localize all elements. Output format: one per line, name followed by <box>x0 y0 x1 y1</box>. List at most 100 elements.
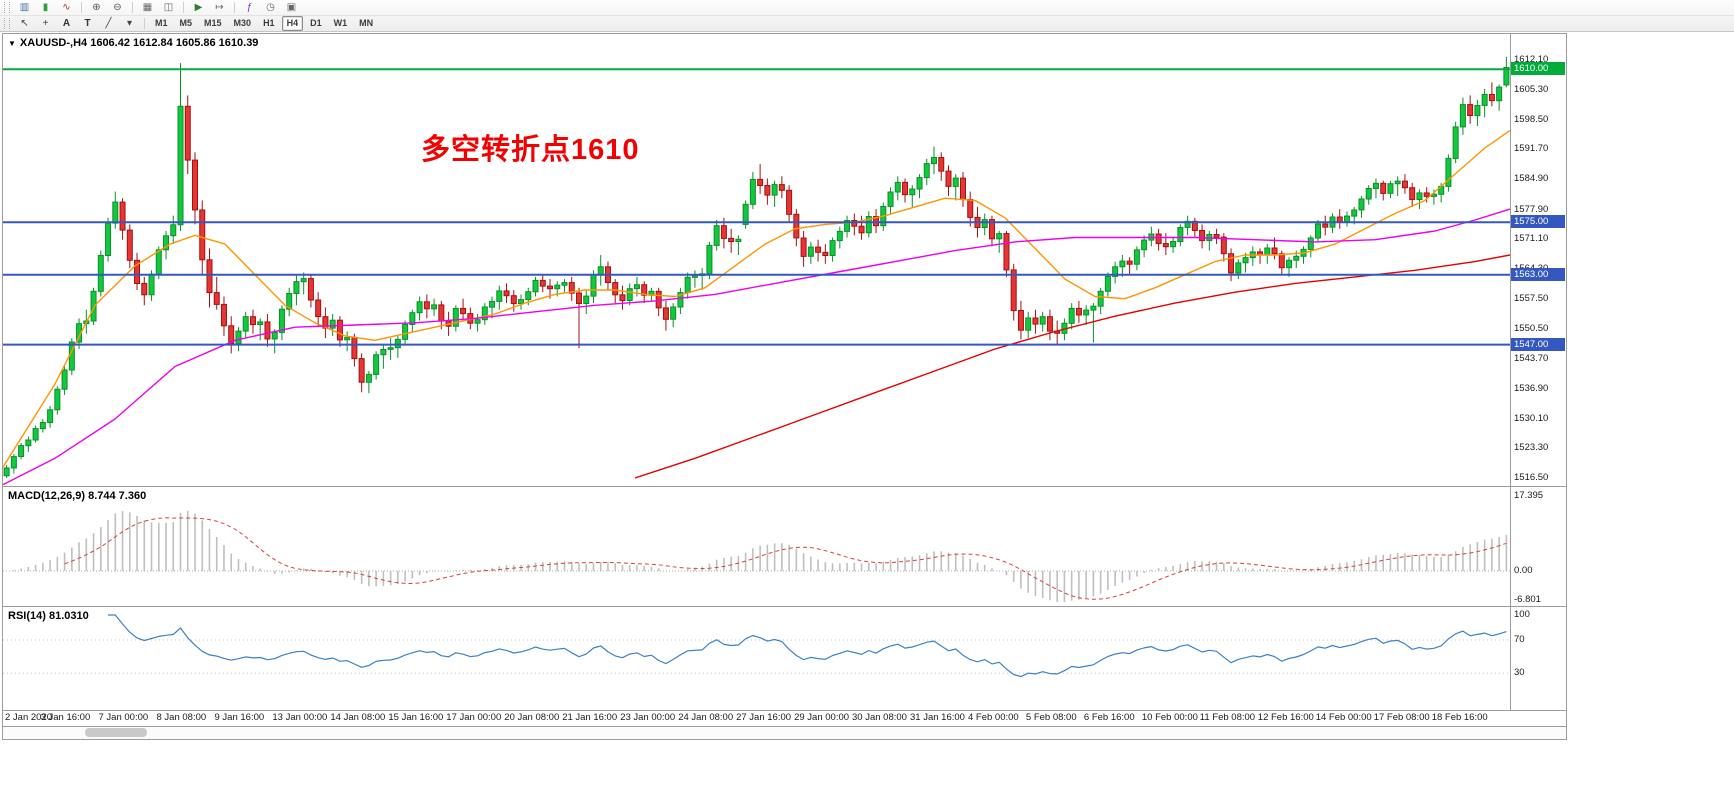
time-axis-label: 9 Jan 16:00 <box>214 712 265 723</box>
price-axis[interactable]: 1612.10 1605.30 1598.50 1591.70 1584.90 1577.… <box>1510 34 1566 486</box>
price-axis-label: 1571.10 <box>1514 233 1549 245</box>
time-axis-label: 30 Jan 08:00 <box>852 712 907 723</box>
price-panel: ▼ XAUUSD-,H4 1606.42 1612.84 1605.86 1610… <box>3 34 1566 487</box>
price-axis-label: 1550.50 <box>1514 323 1549 335</box>
toolbar-separator <box>144 18 145 29</box>
timeframe-button-m1[interactable]: M1 <box>155 18 168 28</box>
timeframe-button-m5[interactable]: M5 <box>179 18 193 28</box>
rsi-axis[interactable]: 100 70 30 <box>1510 607 1566 710</box>
macd-axis-label: -6.801 <box>1514 594 1541 606</box>
macd-label: MACD(12,26,9) 8.744 7.360 <box>8 490 147 502</box>
timeframe-button-h1[interactable]: H1 <box>263 18 275 28</box>
timeframes-icon[interactable]: ◷ <box>266 2 275 13</box>
rsi-axis-label: 70 <box>1514 634 1525 645</box>
price-axis-label: 1530.10 <box>1514 412 1549 424</box>
price-axis-label: 1577.90 <box>1514 203 1549 215</box>
time-axis-label: 6 Feb 16:00 <box>1083 712 1135 723</box>
macd-panel: MACD(12,26,9) 8.744 7.360 17.395 0.00 -6.8… <box>3 487 1566 607</box>
zoom-out-icon[interactable]: ⊖ <box>113 2 122 13</box>
ma-mid-magenta <box>3 208 1510 486</box>
time-axis-label: 24 Jan 08:00 <box>678 712 734 723</box>
toolbar: ▥ ▮ ∿ ⊕ ⊖ ▦ ◫ ▶ ↦ ƒ ◷ ▣ ↖ + A T ╱ ▾ M1 M5 M15 M30 H1 H4 D1 W1 MN <box>0 0 1734 32</box>
crosshair-icon[interactable]: + <box>42 18 49 29</box>
macd-axis-label: 17.395 <box>1514 490 1544 502</box>
time-axis-label: 20 Jan 08:00 <box>504 712 560 723</box>
toolbar-row-standard: ▥ ▮ ∿ ⊕ ⊖ ▦ ◫ ▶ ↦ ƒ ◷ ▣ <box>0 0 1734 15</box>
auto-scroll-icon[interactable]: ▶ <box>194 2 203 13</box>
time-axis-label: 17 Jan 00:00 <box>446 712 502 723</box>
time-axis-label: 14 Feb 00:00 <box>1315 712 1372 723</box>
symbol-ohlc-line: ▼ XAUUSD-,H4 1606.42 1612.84 1605.86 1610… <box>8 37 258 49</box>
timeframe-button-m15[interactable]: M15 <box>204 18 222 28</box>
time-axis-label: 23 Jan 00:00 <box>620 712 676 723</box>
hline-price-tag: 1547.00 <box>1511 337 1565 351</box>
price-axis-label: 1584.90 <box>1514 172 1549 184</box>
rsi-line <box>108 614 1507 678</box>
time-axis[interactable]: 2 Jan 2020 3 Jan 16:00 7 Jan 00:00 8 Jan 08… <box>3 711 1566 727</box>
toolbar-separator <box>234 2 235 13</box>
price-axis-label: 1536.90 <box>1514 382 1549 394</box>
cursor-icon[interactable]: ↖ <box>20 18 29 29</box>
timeframe-button-h4[interactable]: H4 <box>281 16 304 31</box>
toolbar-separator <box>132 2 133 13</box>
rsi-panel: RSI(14) 81.0310 100 70 30 <box>3 607 1566 711</box>
draw-tools-caret-icon[interactable]: ▾ <box>126 18 133 29</box>
timeframe-button-d1[interactable]: D1 <box>310 18 322 28</box>
time-axis-label: 13 Jan 00:00 <box>272 712 328 723</box>
price-axis-label: 1598.50 <box>1514 113 1549 125</box>
time-axis-label: 14 Jan 08:00 <box>330 712 386 723</box>
price-axis-label: 1591.70 <box>1514 143 1549 155</box>
timeframe-button-m30[interactable]: M30 <box>233 18 252 28</box>
toolbar-separator <box>183 2 184 13</box>
rsi-canvas[interactable]: RSI(14) 81.0310 <box>3 607 1510 710</box>
time-axis-label: 2 Jan 2020 <box>5 712 53 723</box>
cascade-windows-icon[interactable]: ◫ <box>163 2 174 13</box>
workspace: ▼ XAUUSD-,H4 1606.42 1612.84 1605.86 1610… <box>0 31 1734 799</box>
ma-slow-red <box>634 254 1510 479</box>
line-chart-icon[interactable]: ∿ <box>62 2 71 13</box>
time-axis-label: 27 Jan 16:00 <box>736 712 792 723</box>
rsi-axis-label: 30 <box>1514 667 1525 679</box>
indicators-icon[interactable]: ƒ <box>246 2 253 13</box>
arrow-tool-button[interactable]: A <box>62 18 71 29</box>
hline-price-tag: 1575.00 <box>1511 215 1565 229</box>
rsi-label: RSI(14) 81.0310 <box>8 610 89 622</box>
time-axis-label: 4 Feb 00:00 <box>968 712 1019 723</box>
hline-price-tag: 1563.00 <box>1511 267 1565 281</box>
macd-canvas[interactable]: MACD(12,26,9) 8.744 7.360 <box>3 487 1510 606</box>
ohlc-expander-icon[interactable]: ▼ <box>8 39 16 48</box>
candlestick-chart-icon[interactable]: ▮ <box>42 2 49 13</box>
time-axis-label: 18 Feb 16:00 <box>1431 712 1488 723</box>
price-axis-label: 1516.50 <box>1514 472 1549 483</box>
macd-axis[interactable]: 17.395 0.00 -6.801 <box>1510 487 1566 606</box>
price-axis-label: 1523.30 <box>1514 442 1549 454</box>
draw-line-icon[interactable]: ╱ <box>105 18 112 29</box>
scrollbar-thumb[interactable] <box>85 728 147 737</box>
toolbar-drag-handle[interactable] <box>4 18 10 29</box>
templates-icon[interactable]: ▣ <box>286 2 297 13</box>
horizontal-scrollbar[interactable] <box>3 727 1566 739</box>
chart-text-annotation[interactable]: 多空转折点1610 <box>421 134 640 166</box>
time-axis-label: 10 Feb 00:00 <box>1141 712 1198 723</box>
price-axis-label: 1605.30 <box>1514 83 1549 95</box>
zoom-in-icon[interactable]: ⊕ <box>92 2 101 13</box>
timeframe-button-mn[interactable]: MN <box>359 18 374 28</box>
hline-price-tag: 1610.00 <box>1511 62 1565 76</box>
price-axis-label: 1612.10 <box>1514 54 1549 65</box>
toolbar-drag-handle[interactable] <box>4 2 10 13</box>
price-chart-canvas[interactable]: ▼ XAUUSD-,H4 1606.42 1612.84 1605.86 1610… <box>3 34 1510 486</box>
tile-windows-icon[interactable]: ▦ <box>142 2 153 13</box>
time-axis-label: 29 Jan 00:00 <box>794 712 850 723</box>
timeframe-button-w1[interactable]: W1 <box>333 18 348 28</box>
time-axis-label: 15 Jan 16:00 <box>388 712 444 723</box>
price-axis-label: 1543.70 <box>1514 353 1549 365</box>
bar-chart-icon[interactable]: ▥ <box>19 2 30 13</box>
time-axis-label: 17 Feb 08:00 <box>1373 712 1430 723</box>
time-axis-label: 5 Feb 08:00 <box>1025 712 1077 723</box>
toolbar-row-tools-timeframes: ↖ + A T ╱ ▾ M1 M5 M15 M30 H1 H4 D1 W1 MN <box>0 15 1734 31</box>
price-axis-label: 1557.50 <box>1514 292 1549 304</box>
text-tool-button[interactable]: T <box>84 18 91 29</box>
toolbar-separator <box>81 2 82 13</box>
chart-shift-icon[interactable]: ↦ <box>215 2 224 13</box>
